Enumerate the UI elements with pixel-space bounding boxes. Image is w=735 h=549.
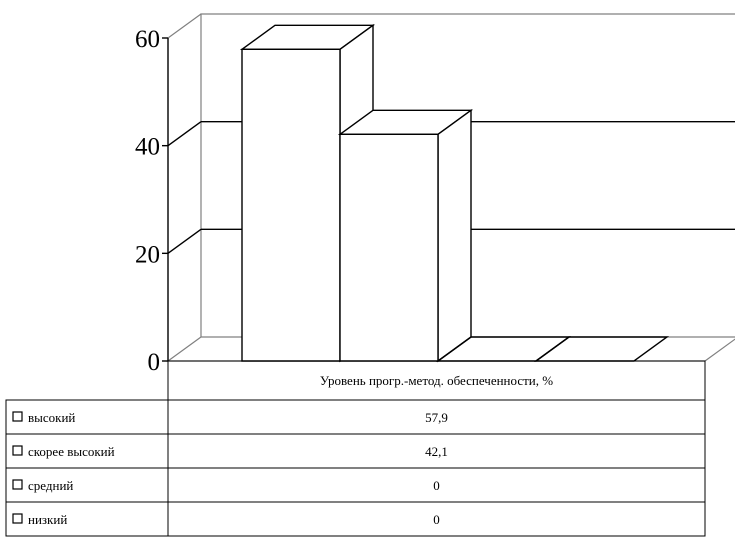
table-row: скорее высокий 42,1 [5,433,706,469]
category-label: Уровень прогр.-метод. обеспеченности, % [320,373,553,388]
gridline-side [167,228,202,254]
table-row: средний 0 [5,467,706,503]
table-row: низкий 0 [5,501,706,537]
table-row: высокий 57,9 [5,399,706,435]
y-tick-label: 0 [148,349,161,376]
bar-front [339,133,439,362]
series-name: высокий [28,410,75,425]
legend-key [12,513,23,524]
series-value: 0 [433,512,440,527]
row-value-cell [167,501,706,537]
bar-4 [533,336,670,362]
data-table: Уровень прогр.-метод. обеспеченности, % в… [5,360,706,537]
gridline-side [167,121,202,147]
bars [239,23,670,363]
series-value: 57,9 [425,410,448,425]
y-tick-label: 40 [135,134,160,161]
series-name: низкий [28,512,67,527]
legend-key [12,411,23,422]
legend-key [12,445,23,456]
bar-side [437,108,472,363]
series-value: 42,1 [425,444,448,459]
bar-flat [533,336,670,362]
legend-key [12,479,23,490]
series-name: скорее высокий [28,444,115,459]
y-tick-label: 20 [135,241,160,268]
side-wall-top-edge [167,13,202,39]
bar-front [241,48,341,362]
series-value: 0 [433,478,440,493]
y-tick-label: 60 [135,26,160,53]
y-axis: 0 20 40 60 [135,26,169,376]
bar-2 [337,108,474,363]
series-name: средний [28,478,73,493]
